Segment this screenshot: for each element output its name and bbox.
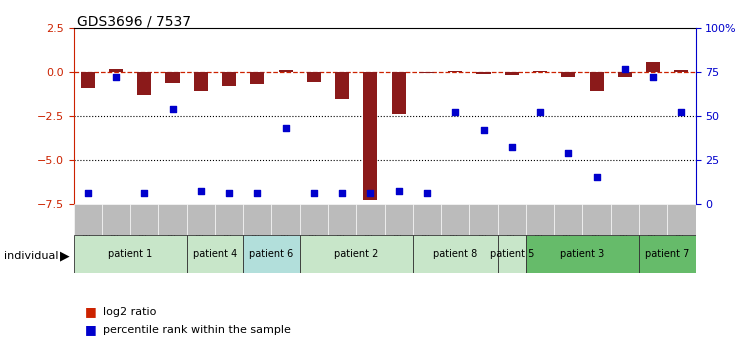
Bar bbox=[307, 72, 321, 82]
Point bbox=[82, 190, 93, 196]
Bar bbox=[639, 235, 696, 273]
Bar bbox=[250, 72, 264, 84]
Bar bbox=[413, 204, 441, 235]
Point bbox=[364, 190, 376, 196]
Point bbox=[450, 110, 461, 115]
Bar bbox=[674, 70, 688, 72]
Point bbox=[478, 127, 489, 133]
Bar bbox=[215, 204, 243, 235]
Bar bbox=[384, 204, 413, 235]
Text: individual: individual bbox=[4, 251, 58, 261]
Bar bbox=[476, 72, 491, 74]
Bar bbox=[222, 72, 236, 86]
Bar bbox=[526, 204, 554, 235]
Text: patient 4: patient 4 bbox=[193, 249, 237, 259]
Bar bbox=[335, 72, 349, 99]
Bar bbox=[590, 72, 604, 91]
Bar bbox=[102, 204, 130, 235]
Bar bbox=[639, 204, 668, 235]
Point bbox=[336, 190, 348, 196]
Point bbox=[421, 190, 433, 196]
Bar bbox=[441, 204, 470, 235]
Bar bbox=[420, 72, 434, 73]
Point bbox=[619, 66, 631, 72]
Bar bbox=[187, 204, 215, 235]
Text: ▶: ▶ bbox=[60, 249, 70, 262]
Bar bbox=[413, 235, 498, 273]
Point bbox=[138, 190, 150, 196]
Bar bbox=[618, 72, 632, 77]
Point bbox=[280, 125, 291, 131]
Bar bbox=[243, 235, 300, 273]
Bar bbox=[74, 204, 102, 235]
Point bbox=[506, 145, 517, 150]
Text: ■: ■ bbox=[85, 324, 96, 336]
Bar bbox=[392, 72, 406, 114]
Bar bbox=[130, 204, 158, 235]
Text: patient 6: patient 6 bbox=[250, 249, 294, 259]
Bar bbox=[505, 72, 519, 75]
Text: patient 2: patient 2 bbox=[334, 249, 378, 259]
Bar bbox=[562, 72, 576, 78]
Text: ■: ■ bbox=[85, 305, 96, 318]
Point bbox=[223, 190, 235, 196]
Text: percentile rank within the sample: percentile rank within the sample bbox=[103, 325, 291, 335]
Bar bbox=[554, 204, 582, 235]
Bar bbox=[646, 62, 660, 72]
Bar bbox=[328, 204, 356, 235]
Bar bbox=[137, 72, 152, 95]
Text: patient 7: patient 7 bbox=[645, 249, 690, 259]
Text: patient 3: patient 3 bbox=[560, 249, 604, 259]
Bar bbox=[611, 204, 639, 235]
Text: patient 1: patient 1 bbox=[108, 249, 152, 259]
Bar bbox=[194, 72, 208, 91]
Point bbox=[591, 175, 603, 180]
Bar bbox=[166, 72, 180, 82]
Text: GDS3696 / 7537: GDS3696 / 7537 bbox=[77, 14, 191, 28]
Bar bbox=[470, 204, 498, 235]
Bar bbox=[109, 69, 123, 72]
Point bbox=[110, 75, 122, 80]
Bar bbox=[278, 70, 293, 72]
Point bbox=[562, 150, 574, 155]
Bar bbox=[356, 204, 384, 235]
Bar bbox=[498, 235, 526, 273]
Text: log2 ratio: log2 ratio bbox=[103, 307, 157, 316]
Point bbox=[647, 75, 659, 80]
Bar bbox=[668, 204, 696, 235]
Bar bbox=[533, 71, 547, 72]
Bar bbox=[243, 204, 272, 235]
Bar bbox=[526, 235, 639, 273]
Bar bbox=[364, 72, 378, 200]
Point bbox=[195, 188, 207, 194]
Point bbox=[252, 190, 263, 196]
Point bbox=[676, 110, 687, 115]
Point bbox=[534, 110, 546, 115]
Bar bbox=[158, 204, 187, 235]
Bar bbox=[448, 71, 462, 72]
Bar bbox=[81, 72, 95, 88]
Bar bbox=[272, 204, 300, 235]
Bar bbox=[187, 235, 243, 273]
Point bbox=[166, 106, 178, 112]
Bar bbox=[300, 235, 413, 273]
Point bbox=[308, 190, 319, 196]
Bar bbox=[498, 204, 526, 235]
Bar bbox=[582, 204, 611, 235]
Bar bbox=[300, 204, 328, 235]
Text: patient 8: patient 8 bbox=[433, 249, 478, 259]
Bar bbox=[74, 235, 187, 273]
Point bbox=[393, 188, 405, 194]
Text: patient 5: patient 5 bbox=[489, 249, 534, 259]
